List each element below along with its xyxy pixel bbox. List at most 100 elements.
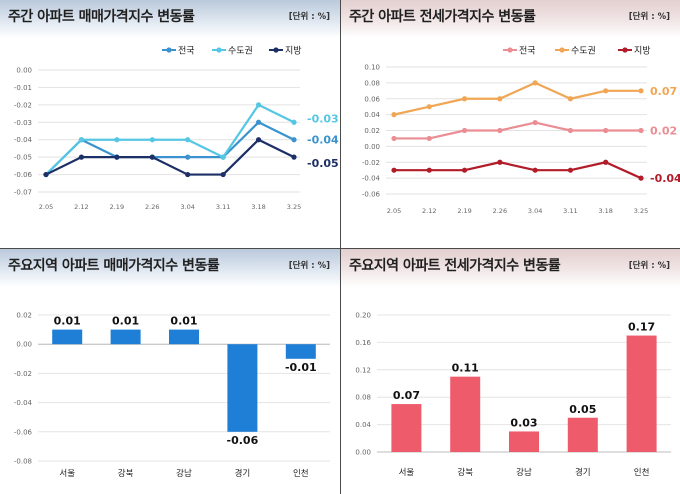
legend-marker	[559, 47, 565, 53]
y-tick-label: -0.04	[14, 399, 33, 407]
bar-3	[169, 329, 199, 345]
y-tick-label: 0.12	[355, 366, 371, 374]
y-tick-label: 0.00	[364, 143, 380, 151]
data-point	[497, 159, 503, 165]
legend-marker	[507, 47, 513, 53]
data-point	[255, 119, 262, 125]
unit-label: [단위 : %]	[628, 261, 670, 271]
series-end-label: -0.04	[650, 172, 680, 185]
data-point	[220, 171, 226, 178]
y-tick-label: 0.08	[364, 79, 380, 87]
bar-value-label: 0.03	[510, 416, 537, 429]
data-point	[497, 127, 503, 134]
y-tick-label: -0.02	[14, 370, 32, 378]
data-point	[149, 154, 155, 160]
data-point	[255, 102, 262, 108]
x-tick-label: 2.19	[110, 203, 124, 211]
series-line-2	[45, 103, 295, 176]
data-point	[391, 135, 397, 142]
data-point	[567, 96, 574, 102]
y-tick-label: 0.04	[364, 111, 380, 119]
x-tick-label: 3.04	[180, 203, 194, 211]
y-tick-label: -0.07	[14, 189, 32, 197]
data-point	[185, 171, 191, 178]
data-point	[149, 137, 155, 143]
bar-5	[285, 344, 316, 359]
data-point	[426, 135, 432, 142]
y-tick-label: -0.03	[14, 119, 32, 127]
series-line-2	[393, 81, 641, 116]
series-line-1	[394, 121, 641, 140]
data-point	[114, 137, 120, 143]
category-label: 강남	[516, 467, 532, 478]
data-point	[603, 127, 609, 134]
data-point	[255, 137, 262, 143]
y-tick-label: -0.06	[362, 191, 381, 199]
data-point	[185, 137, 191, 143]
legend-label: 지방	[634, 46, 651, 57]
bar-value-label: 0.01	[170, 315, 197, 328]
panel-title: 주간 아파트 매매가격지수 변동률	[8, 9, 195, 25]
data-point	[391, 167, 397, 173]
x-tick-label: 2.26	[493, 207, 507, 215]
y-tick-label: -0.04	[14, 136, 33, 144]
y-tick-label: 0.00	[355, 449, 371, 457]
y-tick-label: -0.06	[14, 171, 33, 179]
x-tick-label: 3.11	[216, 203, 230, 211]
x-tick-label: 3.25	[634, 207, 648, 215]
weekly-jeonse-line-chart: 0.10 0.08 0.06 0.04 0.02 0.00 -0.02 -0.04 -0.06 2…	[362, 45, 680, 216]
x-tick-label: 3.11	[563, 207, 577, 215]
x-tick-label: 2.19	[457, 207, 471, 215]
data-point	[114, 154, 120, 160]
x-tick-label: 3.25	[287, 203, 301, 211]
data-point	[461, 167, 468, 173]
bar-2	[450, 376, 481, 452]
data-point	[220, 154, 226, 160]
y-tick-label: -0.05	[14, 154, 32, 162]
data-point	[638, 88, 644, 94]
category-label: 인천	[634, 467, 650, 478]
category-label: 서울	[59, 469, 75, 479]
regional-jeonse-price-panel: 주요지역 아파트 전세가격지수 변동률 [단위 : %] 0.20 0.16 0.1…	[341, 249, 680, 494]
series-end-label: -0.04	[307, 134, 339, 147]
y-tick-label: 0.20	[355, 312, 371, 320]
legend-label: 수도권	[228, 45, 253, 57]
data-point	[391, 112, 397, 118]
y-tick-label: -0.04	[362, 175, 381, 183]
unit-label: [단위 : %]	[288, 261, 330, 271]
bar-5	[626, 335, 657, 452]
y-tick-label: 0.16	[355, 339, 371, 347]
regional-sale-bar-chart: 0.02 0.00 -0.02 -0.04 -0.06 -0.08 0.01 서울 0.01 강북…	[14, 312, 330, 479]
data-point	[185, 154, 191, 160]
series-end-label: -0.05	[307, 157, 339, 170]
unit-label: [단위 : %]	[628, 12, 670, 22]
bar-value-label: 0.07	[393, 389, 420, 402]
data-point	[497, 96, 503, 102]
data-point	[567, 127, 574, 134]
data-point	[78, 137, 85, 143]
data-point	[291, 137, 297, 143]
series-line-3	[394, 161, 642, 180]
category-label: 서울	[399, 468, 415, 478]
category-label: 강북	[457, 467, 473, 478]
bar-value-label: -0.01	[285, 361, 317, 374]
x-tick-label: 2.05	[39, 203, 53, 211]
weekly-sale-price-panel: 주간 아파트 매매가격지수 변동률 [단위 : %] 0.00 -0.01 -0.0…	[0, 0, 340, 248]
category-label: 인천	[293, 468, 309, 479]
y-tick-label: 0.06	[364, 95, 380, 103]
x-tick-label: 2.05	[387, 207, 401, 215]
data-point	[461, 127, 468, 134]
y-tick-label: 0.04	[355, 421, 371, 429]
data-point	[43, 171, 49, 178]
y-tick-label: 0.00	[16, 341, 32, 349]
data-point	[532, 167, 538, 173]
regional-sale-price-panel: 주요지역 아파트 매매가격지수 변동률 [단위 : %] 0.02 0.00 -0.…	[0, 249, 340, 494]
category-label: 강남	[176, 468, 192, 479]
bar-value-label: -0.06	[227, 434, 259, 447]
title-band	[341, 0, 680, 38]
y-tick-label: -0.06	[14, 428, 33, 436]
y-tick-label: 0.08	[355, 394, 371, 402]
bar-value-label: 0.01	[54, 315, 81, 328]
category-label: 경기	[235, 468, 251, 479]
legend-label: 지방	[285, 46, 302, 57]
